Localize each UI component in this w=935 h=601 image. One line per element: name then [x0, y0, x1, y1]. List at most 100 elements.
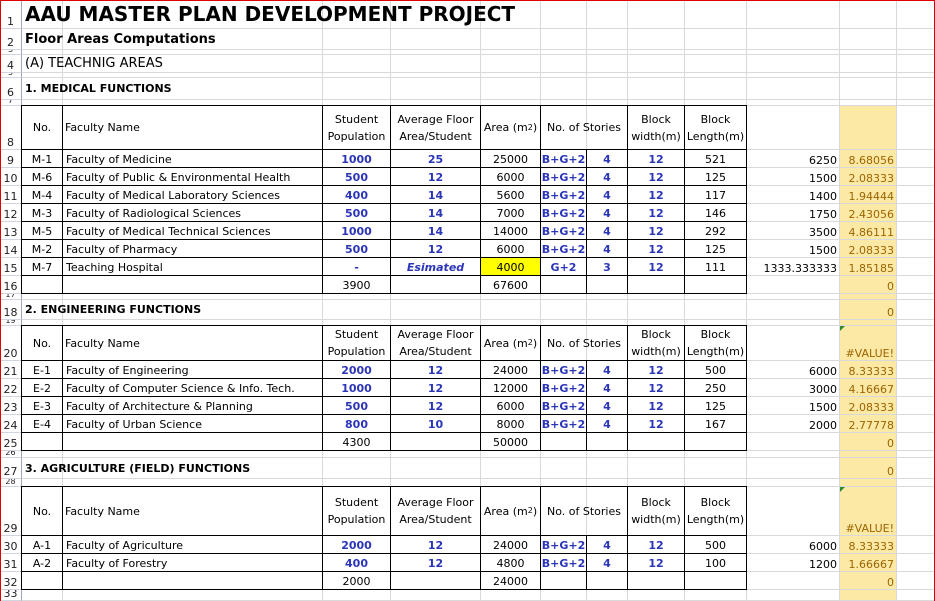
cell-text: 0: [887, 465, 894, 478]
cell-text: 12: [648, 418, 664, 431]
row-number: 19: [0, 320, 22, 326]
table-cell: G+2: [540, 257, 587, 276]
cell-text: 2000: [342, 575, 371, 588]
table-cell: 12: [390, 378, 481, 397]
row-number: 12: [0, 204, 22, 222]
total-cell: [21, 432, 63, 451]
table-cell: 125: [684, 167, 747, 186]
total-cell: [627, 571, 685, 590]
cell-text: ): [532, 504, 538, 518]
total-cell: [586, 275, 628, 294]
cell-text: B+G+2: [541, 207, 586, 220]
cell-text: Average Floor Area/Student: [397, 328, 474, 358]
k-value: 0: [840, 572, 897, 590]
cell-text: 12: [427, 243, 444, 256]
cell-text: 10: [427, 418, 444, 431]
cell-text: 292: [705, 225, 726, 238]
section-heading: 2. ENGINEERING FUNCTIONS: [22, 300, 747, 320]
cell-text: 0: [887, 280, 894, 293]
column-header: Average Floor Area/Student: [390, 105, 481, 150]
table-cell: 1000: [322, 378, 391, 397]
k-value: 0: [840, 276, 897, 294]
cell-text: E-3: [33, 400, 51, 413]
cell-text: 167: [705, 418, 726, 431]
cell-text: Floor Areas Computations: [25, 31, 216, 47]
cell-text: ): [532, 121, 538, 134]
total-cell: [62, 571, 323, 590]
grid-line: [322, 0, 323, 601]
grid-line: [586, 0, 587, 601]
table-cell: 25: [390, 149, 481, 168]
cell-text: M-2: [31, 243, 53, 256]
grid-line: [22, 77, 935, 78]
cell-text: Faculty of Engineering: [66, 364, 189, 377]
cell-text: 25000: [493, 153, 528, 166]
cell-text: E-4: [33, 418, 51, 431]
table-cell: M-4: [21, 185, 63, 204]
row-number: 31: [0, 554, 22, 572]
column-header: Area (m 2): [480, 105, 541, 150]
cell-text: 1500: [809, 401, 837, 414]
row-number: 13: [0, 222, 22, 240]
total-cell: 50000: [480, 432, 541, 451]
cell-text: 1500: [809, 172, 837, 185]
row-number: 25: [0, 433, 22, 451]
table-cell: B+G+2: [540, 149, 587, 168]
cell-text: Faculty of Medical Technical Sciences: [66, 225, 271, 238]
column-header: Area (m 2): [480, 486, 541, 536]
cell-text: 14000: [493, 225, 528, 238]
table-cell: 12: [627, 203, 685, 222]
subtitle: Floor Areas Computations: [22, 29, 840, 50]
cell-text: 29: [3, 522, 18, 535]
cell-text: Block width(m): [631, 112, 681, 143]
row-number: 6: [0, 78, 22, 100]
row-number: 14: [0, 240, 22, 258]
cell-text: Block width(m): [631, 328, 681, 358]
grid-line: [684, 0, 685, 601]
cell-text: No. of Stories: [547, 336, 621, 350]
total-cell: [627, 275, 685, 294]
cell-text: B+G+2: [541, 400, 586, 413]
cell-text: 146: [705, 207, 726, 220]
cell-text: 21: [3, 365, 18, 378]
column-header: Block width(m): [627, 325, 685, 361]
table-cell: 12: [627, 221, 685, 240]
cell-text: 12: [427, 539, 444, 552]
table-cell: 400: [322, 553, 391, 572]
total-cell: [390, 275, 481, 294]
table-cell: 24000: [480, 535, 541, 554]
total-cell: [540, 432, 587, 451]
cell-text: 1000: [341, 382, 372, 395]
title: AAU MASTER PLAN DEVELOPMENT PROJECT: [22, 0, 840, 29]
cell-text: 7: [7, 100, 14, 105]
cell-text: 500: [705, 364, 726, 377]
cell-text: Student Population: [327, 328, 386, 358]
cell-text: 8: [7, 136, 14, 149]
table-cell: E-3: [21, 396, 63, 415]
table-cell: 500: [684, 360, 747, 379]
row-number: 32: [0, 572, 22, 590]
table-cell: 4: [586, 378, 628, 397]
cell-text: No.: [32, 121, 52, 134]
table-cell: 2.77778: [840, 415, 897, 433]
table-cell: 4: [586, 414, 628, 433]
cell-text: Block Length(m): [686, 328, 745, 358]
cell-text: 1400: [809, 190, 837, 203]
cell-text: Faculty of Agriculture: [66, 539, 184, 552]
cell-text: 12: [3, 208, 18, 221]
cell-text: 18: [3, 306, 18, 319]
row-number: 5: [0, 73, 22, 78]
table-cell: E-1: [21, 360, 63, 379]
total-cell: [540, 571, 587, 590]
cell-text: 1.94444: [848, 190, 895, 203]
total-cell: [62, 432, 323, 451]
table-cell: 6000: [480, 167, 541, 186]
cell-text: 1000: [341, 225, 372, 238]
k-value: 0: [840, 300, 897, 320]
cell-text: 12: [648, 189, 664, 202]
cell-text: 31: [3, 558, 18, 571]
cell-text: 12: [648, 539, 664, 552]
grid-line: [22, 319, 935, 320]
cell-text: ): [532, 336, 538, 350]
table-cell: 8.33333: [840, 536, 897, 554]
